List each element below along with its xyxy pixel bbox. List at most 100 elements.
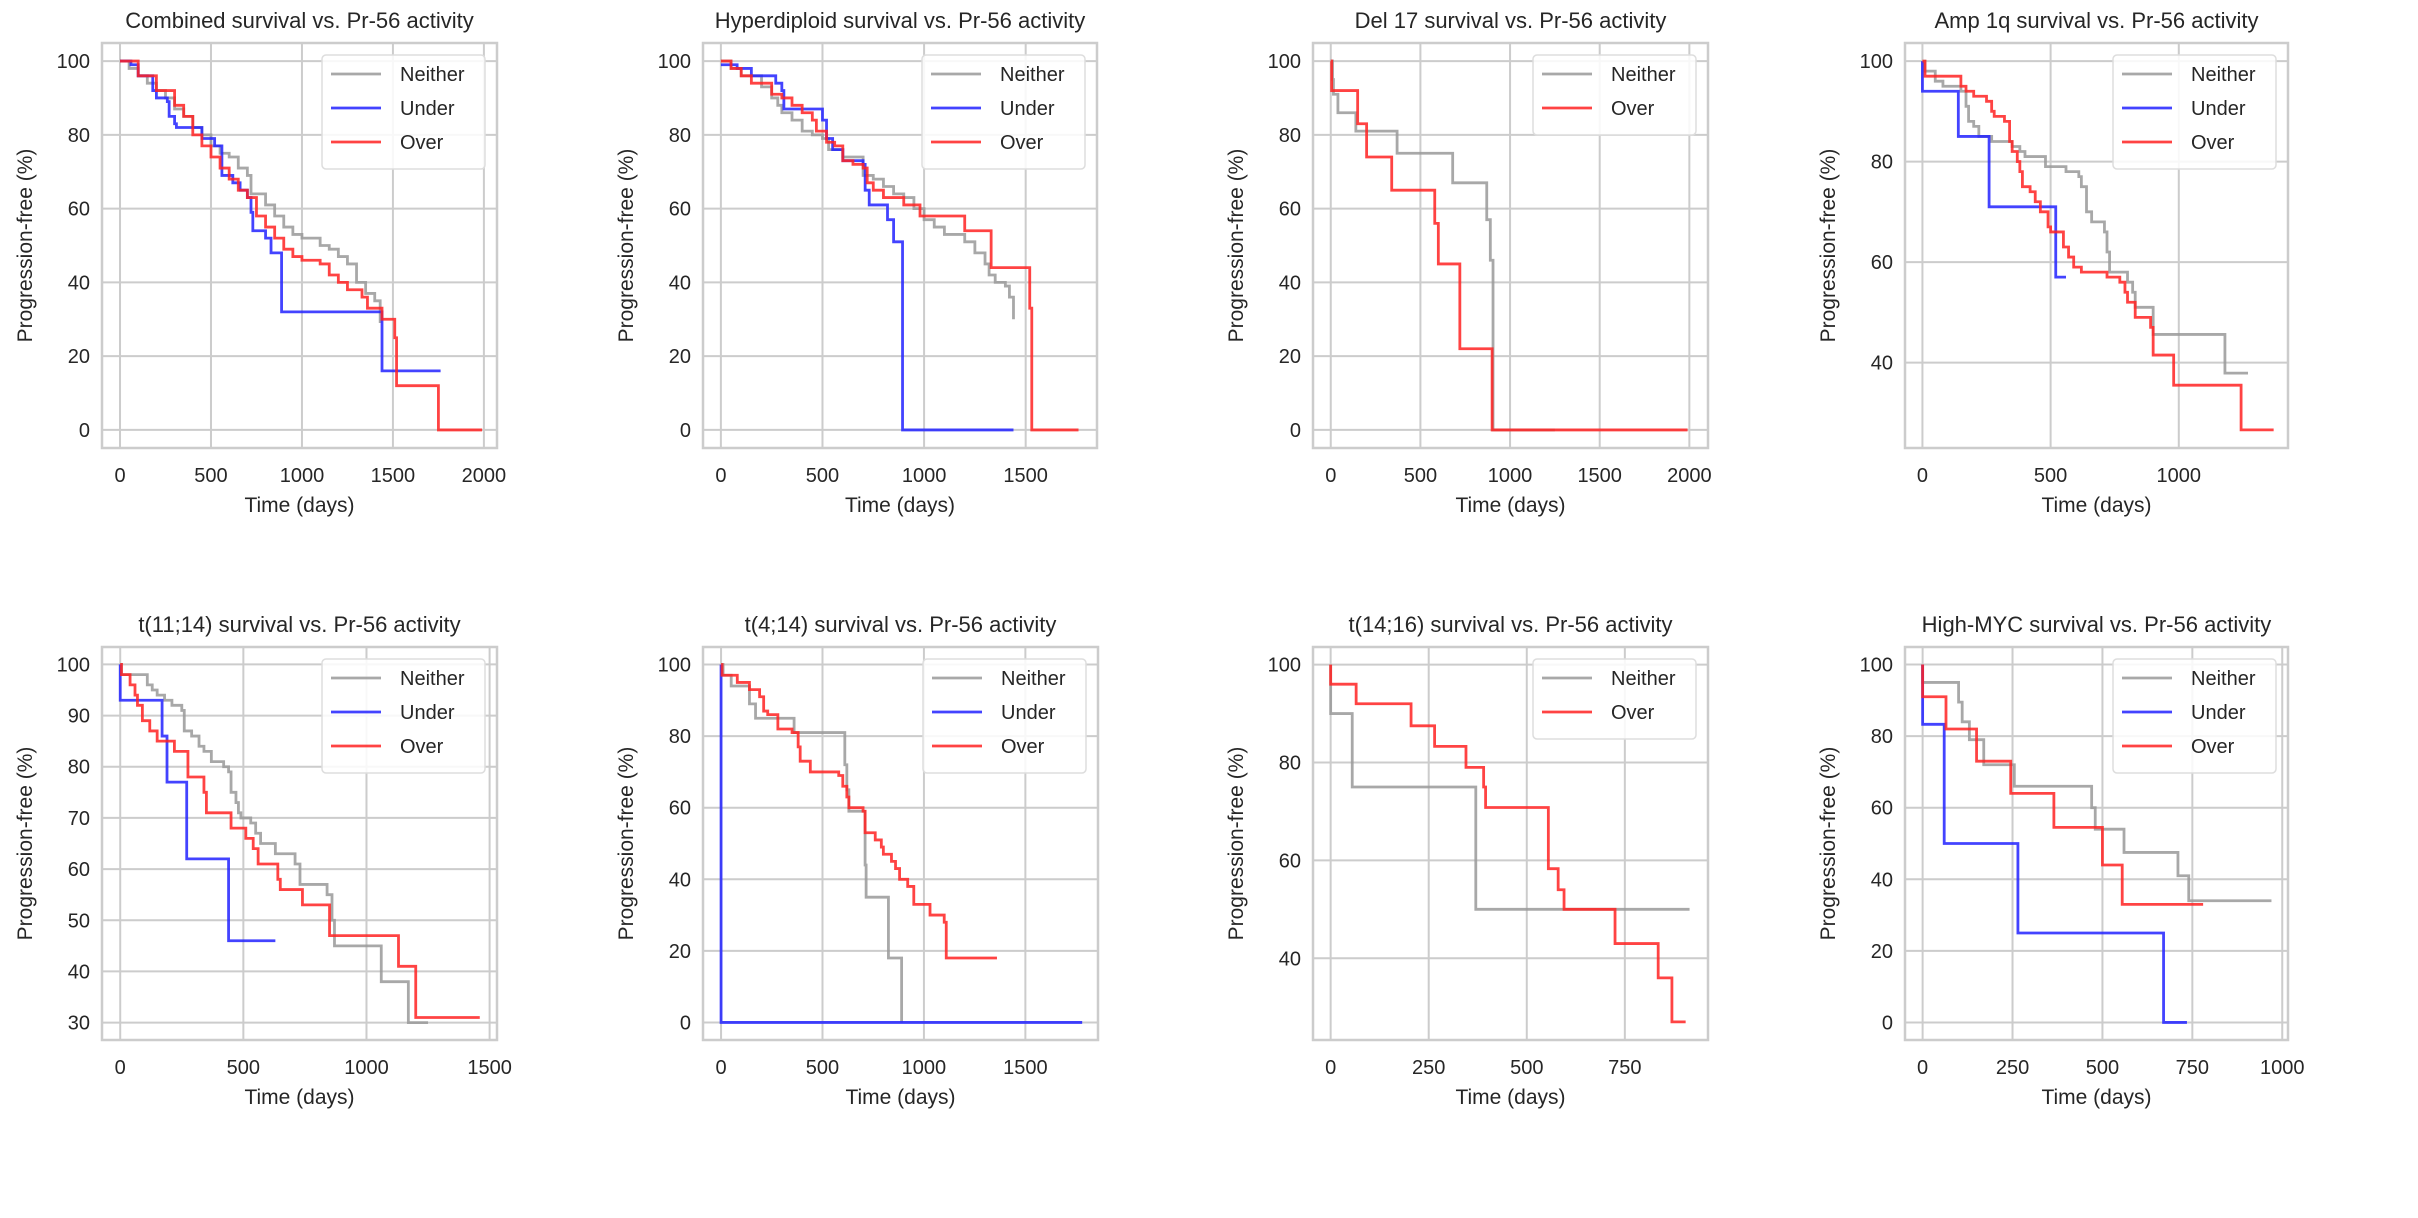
y-tick-label: 70 bbox=[68, 808, 90, 830]
y-tick-label: 100 bbox=[57, 654, 90, 676]
axes-frame bbox=[100, 41, 499, 450]
x-tick-label: 1000 bbox=[2260, 1057, 2305, 1079]
y-tick-label: 80 bbox=[669, 726, 691, 748]
legend-label: Over bbox=[1611, 702, 1655, 724]
x-tick-label: 500 bbox=[2086, 1057, 2119, 1079]
legend-label: Neither bbox=[1611, 64, 1676, 86]
axes-frame bbox=[701, 645, 1100, 1042]
y-axis-label: Progression-free (%) bbox=[1225, 149, 1248, 343]
y-tick-label: 90 bbox=[68, 706, 90, 728]
legend-label: Over bbox=[400, 736, 444, 758]
series-line-under bbox=[720, 63, 1014, 432]
x-axis-label: Time (days) bbox=[2041, 494, 2151, 517]
x-axis-label: Time (days) bbox=[1455, 1086, 1565, 1109]
subplot-3: 0 500 1000 1500 2000 0 20 40 60 80 100 Del 17 survi… bbox=[1225, 8, 1712, 517]
x-tick-label: 2000 bbox=[462, 465, 507, 487]
y-tick-label: 40 bbox=[68, 272, 90, 294]
y-tick-label: 100 bbox=[57, 51, 90, 73]
legend-box bbox=[2112, 54, 2277, 170]
legend-label: Under bbox=[400, 98, 455, 120]
subplot-title: Del 17 survival vs. Pr-56 activity bbox=[1355, 8, 1667, 33]
y-tick-label: 0 bbox=[1882, 1012, 1893, 1034]
legend-label: Under bbox=[1001, 702, 1056, 724]
y-axis-label: Progression-free (%) bbox=[1817, 149, 1840, 343]
x-axis-label: Time (days) bbox=[244, 1086, 354, 1109]
x-axis-label: Time (days) bbox=[845, 494, 955, 517]
y-tick-label: 40 bbox=[1279, 948, 1301, 970]
series-line-under bbox=[1921, 664, 2187, 1024]
x-tick-label: 1000 bbox=[1488, 465, 1533, 487]
x-tick-label: 1500 bbox=[1003, 1057, 1048, 1079]
y-tick-label: 0 bbox=[680, 420, 691, 442]
y-tick-label: 60 bbox=[68, 859, 90, 881]
axes-frame bbox=[100, 645, 499, 1042]
y-tick-label: 100 bbox=[1860, 655, 1893, 677]
x-tick-label: 250 bbox=[1412, 1057, 1445, 1079]
legend-box bbox=[321, 658, 486, 774]
subplot-7: 0 250 500 750 40 60 80 100 t(14;16) survival vs.… bbox=[1225, 612, 1710, 1109]
series-line-neither bbox=[120, 59, 382, 323]
series-line-under bbox=[118, 664, 276, 943]
x-tick-label: 500 bbox=[194, 465, 227, 487]
legend-label: Under bbox=[400, 702, 455, 724]
x-tick-label: 500 bbox=[1510, 1057, 1543, 1079]
y-axis-label: Progression-free (%) bbox=[14, 149, 37, 343]
x-tick-label: 1000 bbox=[344, 1057, 389, 1079]
y-tick-label: 100 bbox=[1268, 51, 1301, 73]
legend-box bbox=[922, 658, 1087, 774]
legend: Neither Under Over bbox=[921, 54, 1086, 170]
subplot-title: t(11;14) survival vs. Pr-56 activity bbox=[138, 612, 460, 637]
legend-label: Over bbox=[2191, 132, 2235, 154]
y-tick-label: 80 bbox=[1871, 726, 1893, 748]
legend-label: Under bbox=[1000, 98, 1055, 120]
x-tick-label: 500 bbox=[227, 1057, 260, 1079]
y-tick-label: 40 bbox=[1279, 272, 1301, 294]
legend-label: Neither bbox=[1611, 668, 1676, 690]
subplot-title: t(4;14) survival vs. Pr-56 activity bbox=[745, 612, 1057, 637]
y-tick-label: 80 bbox=[1871, 152, 1893, 174]
y-tick-label: 20 bbox=[669, 346, 691, 368]
axes-frame bbox=[1903, 41, 2290, 450]
y-tick-label: 40 bbox=[68, 961, 90, 983]
x-tick-label: 1500 bbox=[1003, 465, 1048, 487]
x-tick-label: 750 bbox=[2176, 1057, 2209, 1079]
x-axis-label: Time (days) bbox=[244, 494, 354, 517]
x-tick-label: 0 bbox=[1325, 1057, 1336, 1079]
series-line-over bbox=[120, 662, 480, 1019]
y-tick-label: 20 bbox=[68, 346, 90, 368]
y-tick-label: 20 bbox=[1871, 941, 1893, 963]
series-line-neither bbox=[1921, 664, 2272, 903]
series-line-over bbox=[720, 663, 997, 960]
y-tick-label: 80 bbox=[1279, 753, 1301, 775]
legend-label: Over bbox=[2191, 736, 2235, 758]
series-line-neither bbox=[120, 662, 429, 1024]
x-tick-label: 0 bbox=[715, 1057, 726, 1079]
y-tick-label: 80 bbox=[68, 757, 90, 779]
legend-label: Neither bbox=[1001, 668, 1066, 690]
x-tick-label: 500 bbox=[1404, 465, 1437, 487]
legend: Neither Under Over bbox=[2112, 54, 2277, 170]
axes-frame bbox=[1311, 645, 1710, 1042]
x-tick-label: 500 bbox=[806, 465, 839, 487]
x-tick-label: 1500 bbox=[371, 465, 416, 487]
legend-label: Under bbox=[2191, 98, 2246, 120]
subplot-6: 0 500 1000 1500 0 20 40 60 80 100 t(4;14) survival… bbox=[615, 612, 1100, 1109]
legend: Neither Over bbox=[1532, 658, 1697, 740]
subplot-8: 0 250 500 750 1000 0 20 40 60 80 100 High-MYC survi… bbox=[1817, 612, 2304, 1109]
y-tick-label: 80 bbox=[669, 125, 691, 147]
y-tick-label: 100 bbox=[658, 655, 691, 677]
y-tick-label: 100 bbox=[1268, 655, 1301, 677]
subplot-1: 0 500 1000 1500 2000 0 20 40 60 80 100 Combined sur… bbox=[14, 8, 506, 517]
axes-frame bbox=[1903, 645, 2290, 1042]
y-tick-label: 60 bbox=[68, 199, 90, 221]
y-axis-label: Progression-free (%) bbox=[615, 747, 638, 941]
y-tick-label: 60 bbox=[1871, 798, 1893, 820]
subplot-title: High-MYC survival vs. Pr-56 activity bbox=[1922, 612, 2272, 637]
x-tick-label: 1000 bbox=[2157, 465, 2202, 487]
y-tick-label: 20 bbox=[669, 941, 691, 963]
series-line-over bbox=[720, 59, 1079, 432]
subplot-title: Hyperdiploid survival vs. Pr-56 activity bbox=[715, 8, 1085, 33]
series-line-over bbox=[1330, 59, 1688, 432]
y-tick-label: 80 bbox=[68, 125, 90, 147]
y-tick-label: 40 bbox=[669, 869, 691, 891]
